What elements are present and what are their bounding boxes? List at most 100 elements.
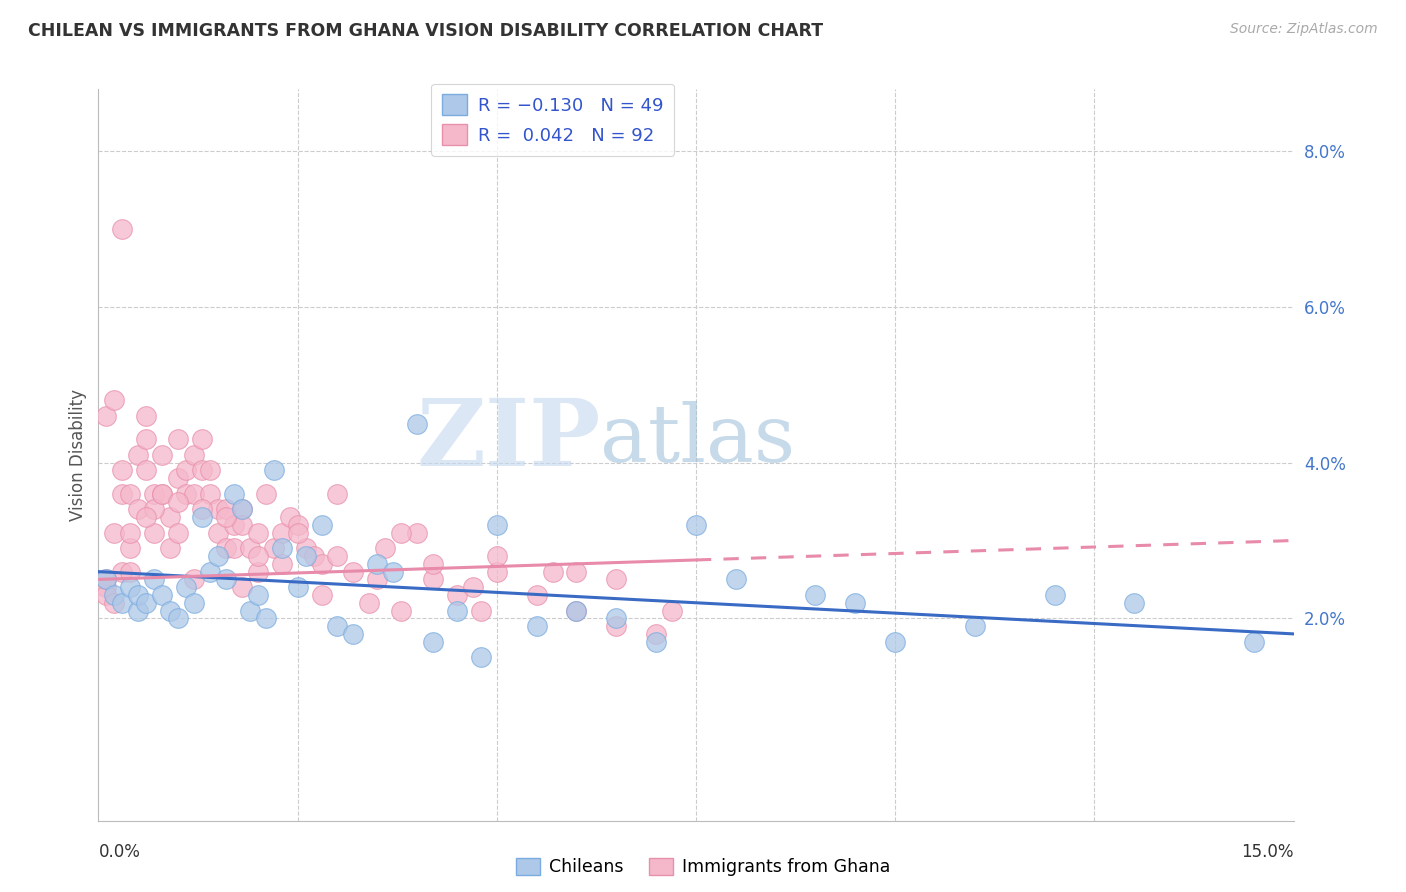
Point bbox=[311, 518, 333, 533]
Point bbox=[541, 565, 564, 579]
Point bbox=[342, 627, 364, 641]
Point bbox=[605, 573, 627, 587]
Point bbox=[222, 518, 245, 533]
Point bbox=[198, 463, 221, 477]
Point bbox=[150, 487, 173, 501]
Point bbox=[150, 588, 173, 602]
Point bbox=[302, 549, 325, 563]
Point bbox=[485, 518, 508, 533]
Point bbox=[215, 510, 238, 524]
Point bbox=[246, 565, 269, 579]
Point bbox=[222, 541, 245, 556]
Point bbox=[422, 634, 444, 648]
Point bbox=[120, 541, 142, 556]
Point bbox=[287, 525, 309, 540]
Point bbox=[311, 557, 333, 571]
Point bbox=[198, 565, 221, 579]
Point bbox=[215, 541, 238, 556]
Point bbox=[270, 541, 292, 556]
Point bbox=[159, 603, 181, 617]
Point bbox=[326, 619, 349, 633]
Point bbox=[198, 487, 221, 501]
Point bbox=[406, 525, 429, 540]
Point bbox=[884, 634, 907, 648]
Point bbox=[844, 596, 866, 610]
Point bbox=[231, 502, 253, 516]
Point bbox=[326, 549, 349, 563]
Point bbox=[135, 409, 157, 423]
Point bbox=[191, 463, 214, 477]
Point bbox=[254, 611, 277, 625]
Point bbox=[127, 603, 149, 617]
Point bbox=[143, 573, 166, 587]
Y-axis label: Vision Disability: Vision Disability bbox=[69, 389, 87, 521]
Point bbox=[326, 487, 349, 501]
Point bbox=[127, 448, 149, 462]
Point bbox=[389, 525, 412, 540]
Point bbox=[724, 573, 747, 587]
Point bbox=[103, 596, 125, 610]
Point bbox=[263, 463, 285, 477]
Point bbox=[207, 502, 229, 516]
Point bbox=[143, 487, 166, 501]
Point bbox=[389, 603, 412, 617]
Point bbox=[174, 487, 197, 501]
Point bbox=[645, 627, 668, 641]
Point bbox=[183, 448, 205, 462]
Point bbox=[485, 549, 508, 563]
Legend: R = −0.130   N = 49, R =  0.042   N = 92: R = −0.130 N = 49, R = 0.042 N = 92 bbox=[430, 84, 675, 156]
Point bbox=[191, 433, 214, 447]
Point bbox=[207, 525, 229, 540]
Point bbox=[120, 525, 142, 540]
Point bbox=[143, 525, 166, 540]
Point bbox=[231, 502, 253, 516]
Point bbox=[207, 549, 229, 563]
Point bbox=[222, 487, 245, 501]
Point bbox=[1043, 588, 1066, 602]
Point bbox=[120, 487, 142, 501]
Text: CHILEAN VS IMMIGRANTS FROM GHANA VISION DISABILITY CORRELATION CHART: CHILEAN VS IMMIGRANTS FROM GHANA VISION … bbox=[28, 22, 824, 40]
Point bbox=[191, 510, 214, 524]
Point bbox=[366, 573, 388, 587]
Point bbox=[605, 619, 627, 633]
Point bbox=[526, 619, 548, 633]
Point bbox=[231, 518, 253, 533]
Point bbox=[111, 463, 134, 477]
Point bbox=[215, 502, 238, 516]
Point bbox=[103, 525, 125, 540]
Point bbox=[963, 619, 986, 633]
Point bbox=[167, 494, 190, 508]
Point bbox=[246, 525, 269, 540]
Point bbox=[135, 463, 157, 477]
Point bbox=[127, 588, 149, 602]
Point bbox=[311, 588, 333, 602]
Point bbox=[215, 573, 238, 587]
Point bbox=[246, 588, 269, 602]
Point bbox=[287, 518, 309, 533]
Point bbox=[1123, 596, 1146, 610]
Point bbox=[183, 487, 205, 501]
Point bbox=[446, 588, 468, 602]
Point bbox=[174, 580, 197, 594]
Point bbox=[294, 549, 316, 563]
Point bbox=[685, 518, 707, 533]
Text: ZIP: ZIP bbox=[416, 395, 600, 485]
Point bbox=[120, 580, 142, 594]
Point bbox=[446, 603, 468, 617]
Point bbox=[111, 487, 134, 501]
Point bbox=[246, 549, 269, 563]
Point bbox=[103, 393, 125, 408]
Text: Source: ZipAtlas.com: Source: ZipAtlas.com bbox=[1230, 22, 1378, 37]
Point bbox=[422, 557, 444, 571]
Point bbox=[359, 596, 381, 610]
Point bbox=[804, 588, 827, 602]
Point bbox=[374, 541, 396, 556]
Point bbox=[470, 603, 492, 617]
Point bbox=[135, 433, 157, 447]
Point bbox=[263, 541, 285, 556]
Point bbox=[526, 588, 548, 602]
Point bbox=[565, 603, 588, 617]
Point bbox=[159, 510, 181, 524]
Point bbox=[294, 541, 316, 556]
Point bbox=[461, 580, 484, 594]
